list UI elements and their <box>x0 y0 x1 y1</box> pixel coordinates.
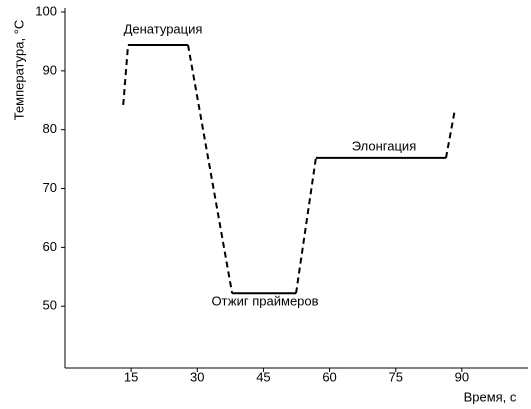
x-tick-label: 45 <box>256 369 270 384</box>
x-tick-label: 90 <box>455 369 469 384</box>
annotation: Денатурация <box>124 21 203 36</box>
x-tick-label: 75 <box>388 369 402 384</box>
y-tick-label: 80 <box>43 121 57 136</box>
y-tick-label: 60 <box>43 239 57 254</box>
x-tick-label: 60 <box>322 369 336 384</box>
y-tick-label: 70 <box>43 180 57 195</box>
annotation: Отжиг праймеров <box>211 293 318 308</box>
x-tick-label: 30 <box>190 369 204 384</box>
annotation: Элонгация <box>352 138 417 153</box>
y-tick-label: 90 <box>43 62 57 77</box>
temperature-line <box>122 44 456 294</box>
y-axis-label: Температура, °C <box>11 20 26 121</box>
x-tick-label: 15 <box>124 369 138 384</box>
y-tick-label: 50 <box>43 298 57 313</box>
y-tick-label: 100 <box>35 3 57 18</box>
x-axis-label: Время, с <box>464 389 517 404</box>
temperature-line <box>128 43 446 295</box>
